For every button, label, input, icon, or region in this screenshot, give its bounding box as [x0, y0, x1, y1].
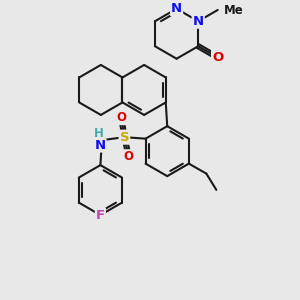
- Text: N: N: [171, 2, 182, 15]
- Text: N: N: [193, 15, 204, 28]
- Text: O: O: [212, 51, 223, 64]
- Text: N: N: [95, 139, 106, 152]
- Text: Me: Me: [224, 4, 244, 16]
- Text: O: O: [116, 111, 126, 124]
- Text: F: F: [96, 208, 105, 222]
- Text: O: O: [124, 150, 134, 163]
- Text: S: S: [119, 131, 129, 144]
- Text: H: H: [93, 127, 103, 140]
